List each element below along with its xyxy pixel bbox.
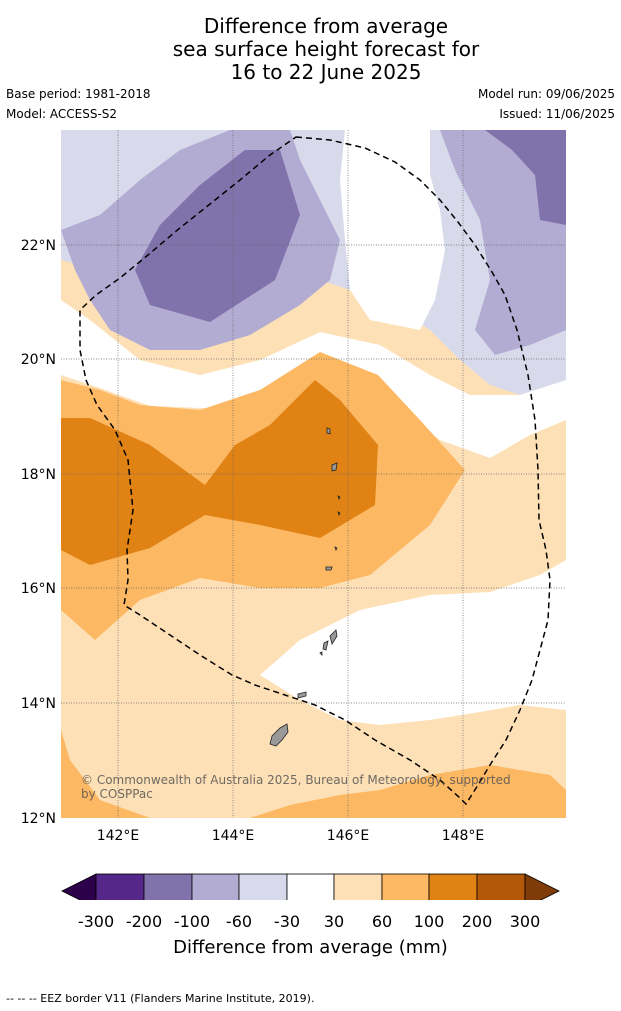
colorbar-bin-8 bbox=[428, 873, 478, 900]
lon-label-148: 148°E bbox=[442, 828, 485, 844]
colorbar-tick: 200 bbox=[461, 912, 493, 931]
colorbar-bin-3 bbox=[191, 873, 240, 900]
lon-label-144: 144°E bbox=[212, 828, 255, 844]
colorbar-tick: 30 bbox=[323, 912, 345, 931]
map-title: Difference from average sea surface heig… bbox=[0, 15, 621, 84]
colorbar-tick: -300 bbox=[77, 912, 115, 931]
island-pagan bbox=[326, 427, 331, 435]
title-line-1: Difference from average bbox=[203, 14, 449, 38]
sea-surface-height-map: 142°E 144°E 146°E 148°E 22°N 20°N 18°N 1… bbox=[21, 130, 566, 900]
colorbar-tick: -30 bbox=[273, 912, 301, 931]
field-neg-100-to-neg-200-west bbox=[135, 150, 300, 322]
field-neg-60-to-neg-100-east bbox=[440, 130, 566, 355]
colorbar-bin-1 bbox=[95, 873, 145, 900]
latitude-tick-labels: 22°N 20°N 18°N 16°N 14°N 12°N bbox=[21, 238, 56, 827]
island-anatahan bbox=[331, 462, 338, 472]
island-sarigan bbox=[334, 546, 338, 552]
field-100-200 bbox=[61, 380, 378, 565]
colorbar bbox=[61, 873, 560, 900]
eez-border bbox=[79, 136, 551, 806]
island-aguijan bbox=[319, 651, 323, 656]
issued-text: Issued: 11/06/2025 bbox=[499, 107, 615, 121]
lat-label-14: 14°N bbox=[21, 696, 56, 712]
lat-label-12: 12°N bbox=[21, 811, 56, 827]
eez-legend-footer: -- -- -- EEZ border V11 (Flanders Marine… bbox=[6, 992, 315, 1005]
longitude-tick-labels: 142°E 144°E 146°E 148°E bbox=[97, 828, 485, 844]
island-farallon bbox=[325, 566, 333, 571]
colorbar-bin-2 bbox=[143, 873, 193, 900]
island-tinian bbox=[322, 640, 329, 651]
copyright-text: © Commonwealth of Australia 2025, Bureau… bbox=[81, 773, 511, 801]
model-text: Model: ACCESS-S2 bbox=[6, 107, 118, 121]
title-line-2: sea surface height forecast for bbox=[172, 37, 480, 61]
colorbar-bin-4 bbox=[238, 873, 288, 900]
colorbar-tick: 60 bbox=[371, 912, 393, 931]
lat-label-16: 16°N bbox=[21, 581, 56, 597]
lon-label-142: 142°E bbox=[97, 828, 140, 844]
island-rota bbox=[297, 691, 307, 699]
base-period-text: Base period: 1981-2018 bbox=[6, 87, 151, 101]
colorbar-extend-high bbox=[524, 873, 560, 900]
title-line-3: 16 to 22 June 2025 bbox=[230, 60, 422, 84]
model-run-text: Model run: 09/06/2025 bbox=[477, 87, 615, 101]
field-neg-100-to-neg-200-east bbox=[485, 130, 566, 225]
colorbar-tick: -200 bbox=[125, 912, 163, 931]
island-agrihan bbox=[337, 495, 341, 501]
lat-label-18: 18°N bbox=[21, 467, 56, 483]
colorbar-tick: -100 bbox=[173, 912, 211, 931]
colorbar-bin-5 bbox=[286, 873, 335, 900]
island-alamagan bbox=[337, 511, 341, 517]
grid-lines bbox=[61, 130, 566, 818]
island-saipan bbox=[329, 629, 338, 646]
colorbar-tick: 300 bbox=[509, 912, 541, 931]
colorbar-tick: 100 bbox=[413, 912, 445, 931]
colorbar-bin-7 bbox=[381, 873, 430, 900]
field-neg-30-to-30-south bbox=[260, 560, 566, 725]
colorbar-extend-low bbox=[61, 873, 97, 900]
colorbar-bin-6 bbox=[333, 873, 383, 900]
island-guam bbox=[269, 723, 289, 747]
lat-label-20: 20°N bbox=[21, 352, 56, 368]
colorbar-tick: -60 bbox=[225, 912, 253, 931]
lon-label-146: 146°E bbox=[327, 828, 370, 844]
lat-label-22: 22°N bbox=[21, 238, 56, 254]
islands bbox=[269, 427, 341, 747]
colorbar-label: Difference from average (mm) bbox=[173, 937, 448, 958]
colorbar-bin-9 bbox=[476, 873, 526, 900]
field-60-100-south bbox=[61, 730, 566, 818]
